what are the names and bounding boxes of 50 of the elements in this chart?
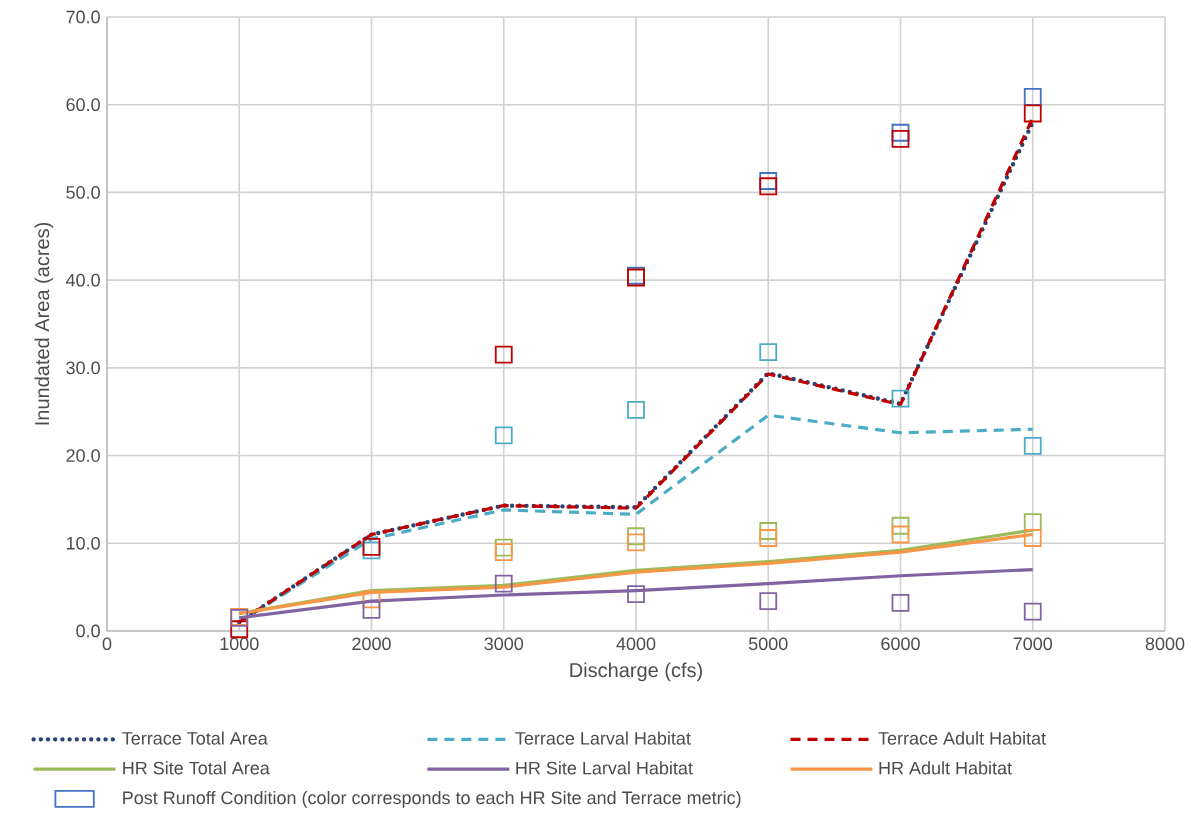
legend-label: HR Site Total Area	[123, 761, 270, 775]
x-tick-label: 1000	[220, 637, 259, 651]
point	[759, 177, 778, 196]
point	[362, 601, 381, 619]
point	[494, 543, 513, 561]
point	[627, 585, 645, 604]
point	[494, 574, 513, 593]
y-tick-label: 40.0	[65, 273, 100, 287]
y-tick-label: 50.0	[66, 186, 100, 199]
point	[494, 426, 513, 445]
y-tick-label: 0.0	[76, 624, 100, 638]
y-tick-label: 60.0	[66, 98, 100, 112]
y-axis-title: Inundated Area (acres)	[34, 222, 54, 425]
point	[362, 590, 381, 609]
x-tick-label: 3000	[484, 637, 524, 651]
y-tick-label: 20.0	[66, 449, 100, 462]
point	[1023, 602, 1042, 621]
point	[891, 594, 910, 612]
point	[1023, 437, 1042, 455]
point	[627, 533, 645, 552]
point	[759, 592, 778, 611]
legend-label: Terrace Adult Habitat	[878, 731, 1046, 745]
x-tick-label: 4000	[616, 637, 656, 651]
x-tick-label: 0	[102, 637, 112, 651]
point	[494, 345, 513, 364]
point	[891, 516, 910, 535]
point	[1023, 529, 1042, 547]
point	[627, 401, 645, 419]
y-tick-label: 30.0	[66, 361, 100, 375]
legend-label: Terrace Larval Habitat	[515, 731, 691, 745]
x-tick-label: 8000	[1145, 637, 1185, 651]
x-tick-label: 7000	[1013, 637, 1053, 651]
point	[759, 529, 778, 547]
point	[891, 130, 910, 148]
legend-label: HR Adult Habitat	[879, 761, 1012, 775]
point	[1023, 104, 1042, 123]
point	[891, 389, 910, 408]
y-tick-label: 10.0	[66, 536, 100, 550]
x-tick-label: 6000	[881, 637, 920, 651]
point	[1023, 87, 1042, 106]
point	[891, 525, 910, 544]
y-tick-label: 70.0	[66, 10, 100, 24]
x-tick-label: 5000	[748, 637, 788, 651]
point	[362, 537, 381, 556]
x-axis-title: Discharge (cfs)	[570, 662, 702, 682]
legend-label: HR Site Larval Habitat	[516, 761, 693, 775]
x-tick-label: 2000	[352, 637, 391, 651]
legend-label: Post Runoff Condition (color corresponds to each HR Site and Terrace metric)	[123, 790, 741, 808]
legend-label: Terrace Total Area	[122, 731, 268, 745]
point	[759, 343, 778, 361]
